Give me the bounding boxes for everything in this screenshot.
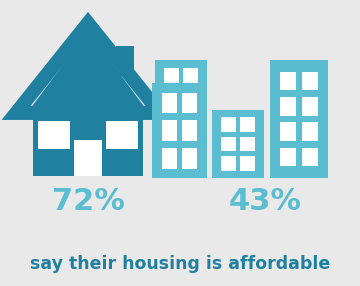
Bar bbox=[221, 137, 235, 151]
Text: say their housing is affordable: say their housing is affordable bbox=[30, 255, 330, 273]
Bar bbox=[155, 60, 207, 140]
Bar bbox=[302, 122, 318, 141]
Bar bbox=[302, 72, 318, 90]
Bar bbox=[165, 68, 179, 85]
Bar bbox=[38, 121, 70, 149]
Bar bbox=[182, 92, 197, 113]
Bar bbox=[182, 148, 197, 168]
Bar bbox=[280, 122, 296, 141]
Bar bbox=[33, 106, 143, 176]
Bar bbox=[74, 140, 102, 176]
Bar bbox=[212, 110, 264, 178]
Bar bbox=[106, 121, 138, 149]
Bar bbox=[182, 120, 197, 141]
Bar bbox=[162, 148, 177, 168]
Bar bbox=[221, 117, 235, 132]
Bar bbox=[280, 72, 296, 90]
Bar bbox=[280, 148, 296, 166]
Bar bbox=[302, 97, 318, 116]
Bar bbox=[165, 115, 179, 132]
Bar bbox=[184, 91, 198, 109]
Bar bbox=[221, 156, 235, 171]
Bar bbox=[302, 148, 318, 166]
Bar bbox=[184, 68, 198, 85]
Bar bbox=[270, 60, 328, 178]
Bar bbox=[116, 46, 134, 76]
Bar bbox=[162, 120, 177, 141]
Bar bbox=[165, 91, 179, 109]
Bar bbox=[280, 97, 296, 116]
Polygon shape bbox=[30, 31, 146, 109]
Bar bbox=[240, 156, 255, 171]
Bar bbox=[152, 83, 207, 178]
Bar bbox=[162, 92, 177, 113]
Bar bbox=[240, 117, 255, 132]
Text: 72%: 72% bbox=[51, 186, 125, 215]
Text: 43%: 43% bbox=[229, 186, 302, 215]
Bar bbox=[240, 137, 255, 151]
Bar bbox=[184, 115, 198, 132]
